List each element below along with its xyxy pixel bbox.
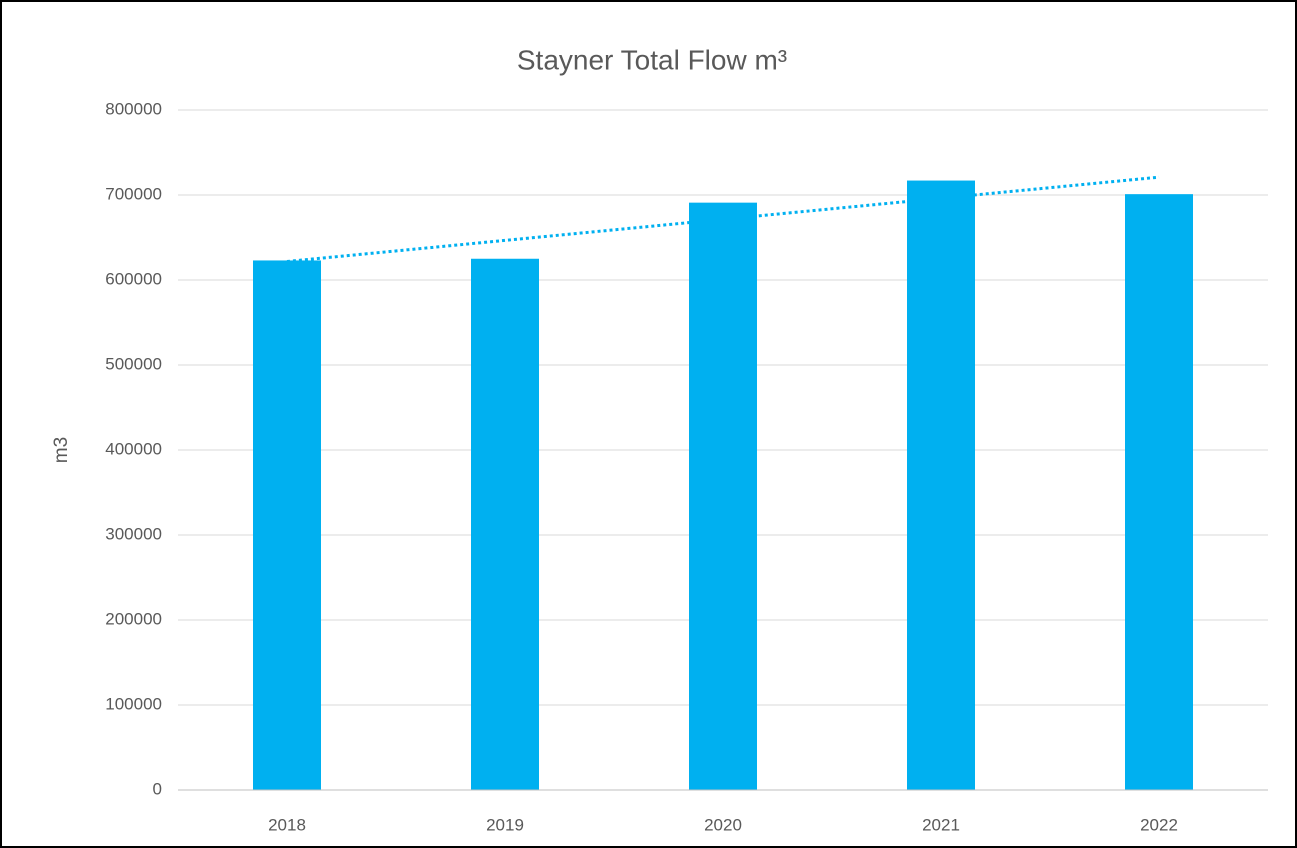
y-tick-label: 300000 (105, 524, 162, 543)
bar (1125, 194, 1193, 790)
y-tick-label: 100000 (105, 694, 162, 713)
x-tick-label: 2020 (704, 815, 742, 834)
x-tick-label: 2022 (1140, 815, 1178, 834)
y-axis-title: m3 (51, 437, 72, 463)
x-tick-label: 2019 (486, 815, 524, 834)
y-tick-label: 500000 (105, 354, 162, 373)
y-tick-label: 200000 (105, 609, 162, 628)
chart-title: Stayner Total Flow m³ (517, 44, 787, 75)
x-tick-label: 2018 (268, 815, 306, 834)
y-tick-label: 700000 (105, 184, 162, 203)
bar (907, 180, 975, 791)
y-tick-label: 0 (153, 779, 162, 798)
trendline (286, 175, 1160, 263)
y-tick-label: 800000 (105, 99, 162, 118)
bar (689, 202, 757, 790)
bar (471, 258, 539, 790)
y-tick-label: 400000 (105, 439, 162, 458)
bar (253, 260, 321, 790)
y-tick-label: 600000 (105, 269, 162, 288)
x-tick-label: 2021 (922, 815, 960, 834)
